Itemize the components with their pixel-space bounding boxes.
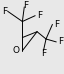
Text: F: F: [41, 49, 46, 58]
Text: F: F: [2, 7, 7, 16]
Text: F: F: [58, 37, 63, 46]
Text: F: F: [54, 20, 59, 29]
Text: F: F: [23, 1, 28, 10]
Text: F: F: [37, 11, 42, 20]
Text: O: O: [12, 46, 19, 55]
